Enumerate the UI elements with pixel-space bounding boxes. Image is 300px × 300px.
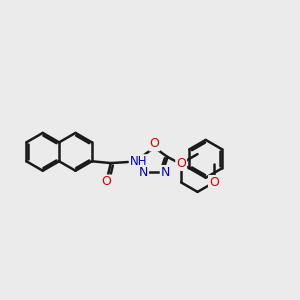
Text: O: O bbox=[149, 137, 159, 150]
Text: N: N bbox=[161, 166, 170, 179]
Text: N: N bbox=[139, 166, 148, 179]
Text: NH: NH bbox=[130, 155, 147, 168]
Text: O: O bbox=[209, 176, 219, 189]
Text: O: O bbox=[176, 157, 186, 170]
Text: O: O bbox=[101, 176, 111, 188]
